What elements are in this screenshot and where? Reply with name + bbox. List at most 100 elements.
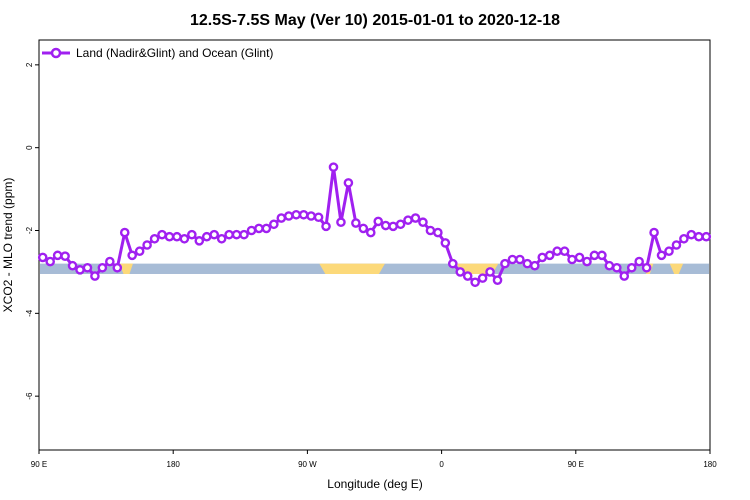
y-tick-label: -4 xyxy=(25,309,34,317)
data-point xyxy=(328,162,339,172)
data-point xyxy=(574,252,585,263)
data-point xyxy=(641,262,652,273)
data-point xyxy=(694,231,704,242)
data-point xyxy=(157,229,167,240)
data-point xyxy=(485,267,495,277)
data-point xyxy=(164,231,175,242)
data-point xyxy=(418,217,428,228)
data-point xyxy=(209,229,220,240)
data-point xyxy=(291,209,302,220)
data-point xyxy=(634,256,644,267)
data-point xyxy=(201,231,212,242)
plot-frame xyxy=(38,39,711,451)
land-segment xyxy=(669,263,684,274)
data-point xyxy=(447,258,458,269)
data-point xyxy=(343,178,354,188)
data-point xyxy=(686,229,697,240)
data-point xyxy=(462,271,473,281)
data-point xyxy=(246,225,257,236)
data-point xyxy=(194,236,205,246)
data-point xyxy=(373,216,384,227)
data-point xyxy=(105,256,115,267)
data-point xyxy=(149,233,160,244)
x-tick-label: 0 xyxy=(439,460,444,469)
data-point xyxy=(179,233,190,244)
data-point xyxy=(82,262,93,273)
chart-title: 12.5S-7.5S May (Ver 10) 2015-01-01 to 20… xyxy=(190,12,560,29)
y-tick-label: -2 xyxy=(25,226,34,234)
data-point xyxy=(306,211,316,221)
x-axis-ticks: 90 E 180 90 W 0 90 E 180 xyxy=(31,450,717,469)
x-tick-label: 90 W xyxy=(298,460,317,469)
land-segment xyxy=(122,263,133,274)
data-point xyxy=(239,229,249,240)
data-point xyxy=(336,217,346,228)
data-point xyxy=(187,229,197,240)
x-tick-label: 90 E xyxy=(568,460,584,469)
data-point xyxy=(403,215,413,225)
data-point xyxy=(358,223,369,234)
x-axis-label: Longitude (deg E) xyxy=(327,477,422,491)
data-point xyxy=(507,254,518,265)
data-point xyxy=(529,260,540,271)
data-point xyxy=(254,223,264,234)
data-point xyxy=(619,271,630,281)
data-point xyxy=(75,265,85,275)
data-point xyxy=(90,271,100,281)
data-point xyxy=(60,251,70,261)
data-point xyxy=(544,250,555,261)
data-point xyxy=(97,262,108,273)
data-point xyxy=(283,211,294,221)
data-point xyxy=(589,250,600,261)
data-point xyxy=(552,246,562,257)
y-axis-label: XCO2 - MLO trend (ppm) xyxy=(1,178,15,313)
data-point xyxy=(298,209,309,220)
data-point xyxy=(276,213,287,223)
data-point xyxy=(425,225,436,236)
data-point xyxy=(134,246,145,257)
data-point xyxy=(477,273,488,283)
data-point xyxy=(492,275,503,286)
data-point xyxy=(127,250,137,261)
data-point xyxy=(395,219,406,230)
y-tick-label: 2 xyxy=(25,62,34,67)
y-axis-ticks: 2 0 -2 -4 -6 xyxy=(25,62,39,400)
land-segment xyxy=(319,263,385,274)
x-tick-label: 180 xyxy=(167,460,181,469)
y-tick-label: -6 xyxy=(25,392,34,400)
data-point xyxy=(612,262,622,273)
data-point xyxy=(656,250,667,261)
data-point xyxy=(321,221,331,232)
data-point xyxy=(224,229,234,240)
data-point xyxy=(433,227,443,238)
data-point xyxy=(440,238,451,248)
data-point xyxy=(679,233,689,244)
data-point xyxy=(388,221,398,232)
x-tick-label: 180 xyxy=(703,460,717,469)
data-point xyxy=(37,252,48,263)
data-point xyxy=(500,258,510,269)
data-point xyxy=(269,219,279,230)
legend: Land (Nadir&Glint) and Ocean (Glint) xyxy=(42,46,273,60)
legend-label: Land (Nadir&Glint) and Ocean (Glint) xyxy=(76,46,273,60)
y-tick-label: 0 xyxy=(25,145,34,150)
data-point xyxy=(515,254,525,265)
data-point xyxy=(455,267,466,277)
data-point xyxy=(701,231,712,242)
data-point xyxy=(671,240,682,250)
data-point xyxy=(567,254,577,265)
legend-marker xyxy=(50,47,62,59)
data-point xyxy=(45,256,55,267)
data-point xyxy=(649,227,659,238)
data-point xyxy=(216,233,227,244)
data-point xyxy=(664,246,674,257)
data-point xyxy=(313,212,324,223)
data-point xyxy=(119,227,130,238)
data-point xyxy=(410,213,421,223)
data-point xyxy=(261,223,272,234)
data-point xyxy=(52,250,63,261)
data-point xyxy=(522,258,533,269)
data-point xyxy=(597,250,607,261)
data-point xyxy=(470,277,480,288)
